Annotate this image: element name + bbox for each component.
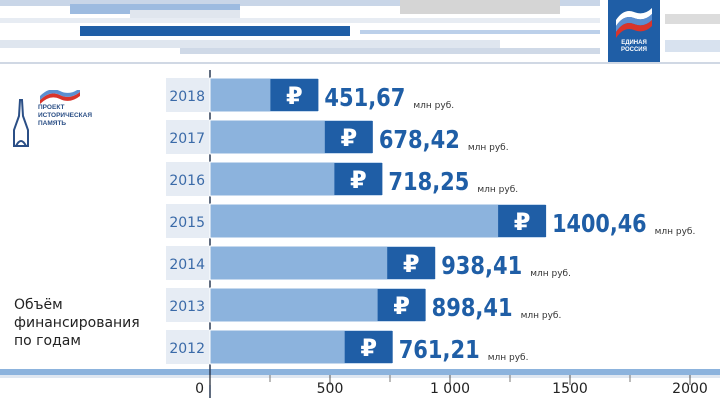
ruble-icon: ₽ <box>340 124 357 152</box>
row-label-bg <box>166 78 210 112</box>
project-logo-text: ПРОЕКТ ИСТОРИЧЕСКАЯ ПАМЯТЬ <box>38 104 93 127</box>
row-label-bg <box>166 246 210 280</box>
party-logo: ЕДИНАЯ РОССИЯ <box>608 0 660 62</box>
header-stripe <box>0 40 500 48</box>
unit-label: млн руб. <box>413 101 454 111</box>
ruble-badge <box>270 79 319 111</box>
row-label-bg <box>166 120 210 154</box>
header-stripe <box>80 26 350 36</box>
data-label: 898,41 <box>432 293 513 322</box>
header-stripe <box>130 10 240 18</box>
tower-icon <box>13 99 29 147</box>
x-tick-label: 1 000 <box>430 381 470 397</box>
data-label: 718,25 <box>388 167 469 196</box>
category-label: 2018 <box>169 89 205 105</box>
ruble-icon: ₽ <box>514 208 531 236</box>
left-caption: Объём финансирования по годам <box>14 297 140 349</box>
header-stripe <box>0 62 720 64</box>
header-stripe <box>70 4 240 14</box>
ruble-badge <box>334 163 383 195</box>
category-label: 2014 <box>169 257 205 273</box>
bar <box>209 203 547 239</box>
category-label: 2012 <box>169 341 205 357</box>
x-tick-label: 500 <box>317 381 344 397</box>
header-stripe <box>665 14 720 24</box>
header-stripe <box>0 18 600 23</box>
x-tick-label: 0 <box>195 381 204 397</box>
x-tick-label: 1500 <box>552 381 588 397</box>
ruble-badge <box>498 205 547 237</box>
axis-band-light <box>0 375 720 378</box>
ruble-badge <box>344 331 393 363</box>
header-stripe <box>665 40 720 52</box>
unit-label: млн руб. <box>530 269 571 279</box>
ruble-icon: ₽ <box>286 82 303 110</box>
category-label: 2016 <box>169 173 205 189</box>
row-label-bg <box>166 288 210 322</box>
row-label-bg <box>166 162 210 196</box>
ruble-icon: ₽ <box>393 292 410 320</box>
row-label-bg <box>166 204 210 238</box>
ruble-icon: ₽ <box>403 250 420 278</box>
flag-icon <box>616 8 652 38</box>
category-label: 2013 <box>169 299 205 315</box>
data-label: 678,42 <box>379 125 460 154</box>
category-label: 2017 <box>169 131 205 147</box>
flag-wave-icon <box>40 90 80 104</box>
ruble-icon: ₽ <box>360 334 377 362</box>
ruble-badge <box>377 289 426 321</box>
data-label: 1400,46 <box>552 209 647 238</box>
unit-label: млн руб. <box>655 227 696 237</box>
unit-label: млн руб. <box>468 143 509 153</box>
header-stripe <box>400 0 560 14</box>
header-stripe <box>0 0 600 6</box>
ruble-badge <box>387 247 436 279</box>
unit-label: млн руб. <box>521 311 562 321</box>
header-stripe <box>180 48 600 54</box>
ruble-badge <box>324 121 373 153</box>
row-label-bg <box>166 330 210 364</box>
unit-label: млн руб. <box>488 353 529 363</box>
unit-label: млн руб. <box>477 185 518 195</box>
data-label: 451,67 <box>324 83 405 112</box>
x-tick-label: 2000 <box>672 381 708 397</box>
party-logo-text: ЕДИНАЯ РОССИЯ <box>621 40 647 53</box>
axis-band <box>0 369 720 375</box>
data-label: 938,41 <box>441 251 522 280</box>
category-label: 2015 <box>169 215 205 231</box>
project-logo: ПРОЕКТ ИСТОРИЧЕСКАЯ ПАМЯТЬ <box>6 90 116 156</box>
ruble-icon: ₽ <box>350 166 367 194</box>
header-stripe <box>360 30 600 34</box>
data-label: 761,21 <box>399 335 480 364</box>
